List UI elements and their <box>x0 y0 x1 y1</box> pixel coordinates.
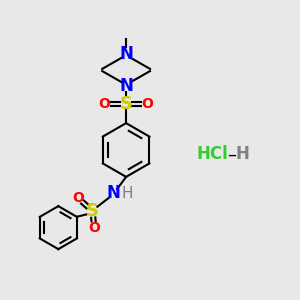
Text: O: O <box>88 220 100 235</box>
Text: H: H <box>121 186 133 201</box>
Text: –: – <box>227 146 236 164</box>
Text: O: O <box>72 191 84 205</box>
Text: O: O <box>142 97 154 111</box>
Text: H: H <box>236 146 250 164</box>
Text: O: O <box>99 97 110 111</box>
Text: HCl: HCl <box>197 146 229 164</box>
Text: N: N <box>119 44 133 62</box>
Text: N: N <box>106 184 121 202</box>
Text: S: S <box>120 95 133 113</box>
Text: N: N <box>119 77 133 95</box>
Text: S: S <box>86 202 99 220</box>
